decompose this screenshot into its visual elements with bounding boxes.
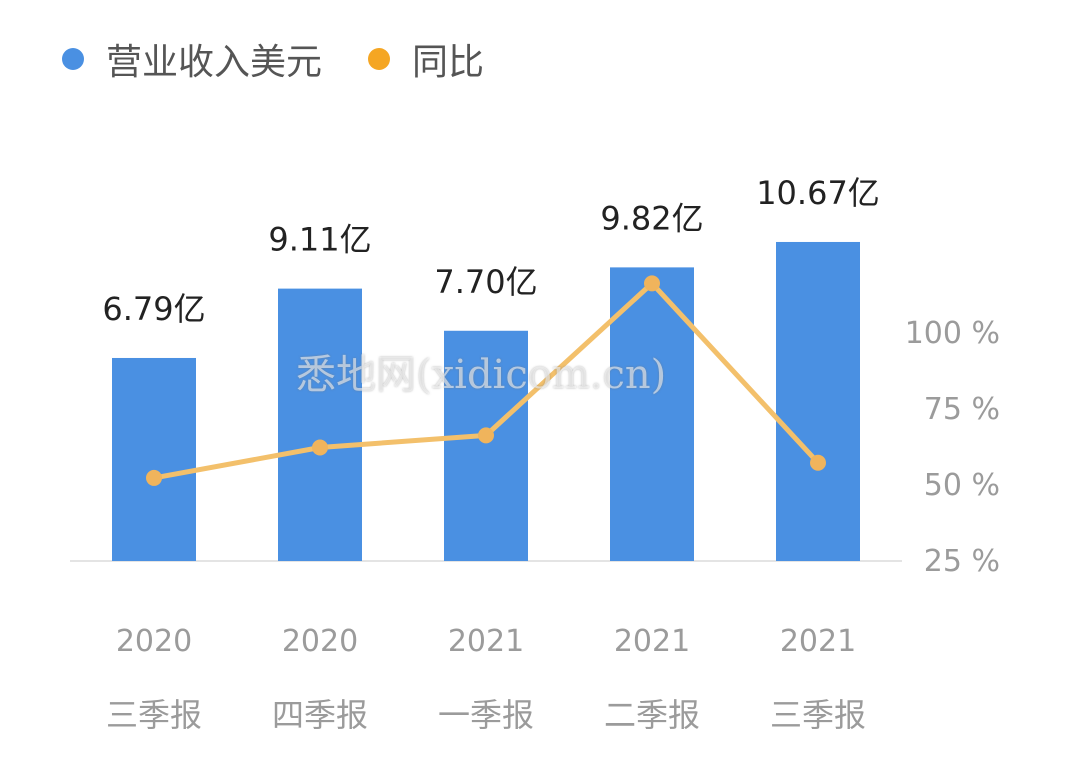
revenue-bar	[278, 288, 362, 561]
legend-item-revenue[interactable]: 营业收入美元	[62, 33, 322, 85]
bar-data-label: 7.70亿	[434, 263, 537, 301]
yoy-point	[810, 454, 826, 471]
revenue-bar	[444, 330, 528, 561]
right-axis-tick-label: 25 %	[924, 544, 1000, 579]
yoy-point	[644, 275, 660, 292]
x-tick-quarter-label: 三季报	[106, 696, 202, 734]
x-tick-quarter-label: 二季报	[604, 696, 700, 734]
x-tick-year-label: 2020	[282, 624, 358, 659]
chart-legend: 营业收入美元 同比	[62, 34, 530, 84]
right-axis-tick-label: 75 %	[924, 392, 1000, 427]
x-tick-year-label: 2021	[448, 624, 524, 659]
x-tick-quarter-label: 四季报	[272, 696, 368, 734]
yoy-point	[146, 469, 162, 486]
yoy-point	[478, 427, 494, 444]
right-axis-tick-label: 100 %	[905, 316, 1000, 351]
legend-yoy-label: 同比	[412, 42, 485, 83]
yoy-point	[312, 439, 328, 456]
x-tick-quarter-label: 三季报	[770, 696, 866, 734]
legend-item-yoy[interactable]: 同比	[368, 33, 484, 85]
legend-revenue-label: 营业收入美元	[106, 42, 323, 83]
right-axis-tick-label: 50 %	[924, 468, 1000, 503]
bar-data-label: 6.79亿	[102, 290, 205, 328]
x-tick-quarter-label: 一季报	[438, 696, 534, 734]
x-tick-year-label: 2021	[780, 624, 856, 659]
legend-yoy-dot	[368, 48, 391, 70]
x-tick-year-label: 2020	[116, 624, 192, 659]
legend-revenue-dot	[62, 48, 84, 70]
x-tick-year-label: 2021	[614, 624, 690, 659]
bar-data-label: 10.67亿	[756, 174, 880, 212]
revenue-bar	[112, 357, 196, 561]
bar-data-label: 9.11亿	[268, 221, 371, 259]
bar-data-label: 9.82亿	[600, 199, 703, 237]
revenue-bar	[776, 241, 860, 562]
